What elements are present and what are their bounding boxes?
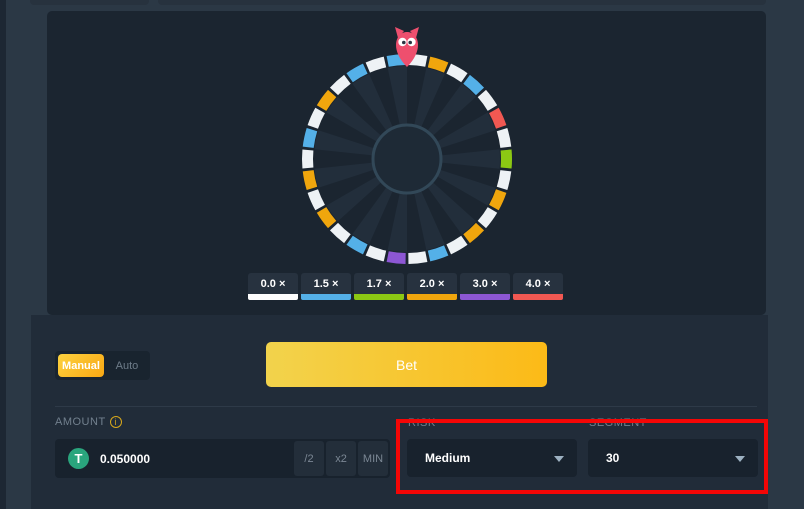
wheel-segment-blue-x1.5 [302, 127, 318, 148]
segment-value: 30 [606, 451, 620, 465]
wheel-segment-white-x0.0 [302, 149, 314, 169]
multiplier-button-1.7×: 1.7 × [354, 273, 404, 300]
amount-label-row: AMOUNT i [55, 416, 122, 428]
multiplier-label: 4.0 × [525, 277, 551, 290]
window-left-edge [0, 0, 6, 509]
multiplier-legend: 0.0 × 1.5 × 1.7 × 2.0 × 3.0 × 4.0 × [248, 273, 563, 300]
risk-select[interactable]: Medium [407, 439, 577, 477]
wheel-segment-white-x0.0 [329, 74, 351, 96]
multiplier-button-2.0×: 2.0 × [407, 273, 457, 300]
wheel-segment-white-x0.0 [496, 170, 512, 191]
bet-button[interactable]: Bet [266, 342, 547, 387]
multiplier-color-bar [248, 294, 298, 300]
wheel-segment-white-x0.0 [365, 56, 387, 73]
top-panel-edge-left [30, 0, 149, 5]
multiplier-color-bar [354, 294, 404, 300]
multiplier-button-1.5×: 1.5 × [301, 273, 351, 300]
info-icon[interactable]: i [109, 416, 122, 428]
multiplier-label: 3.0 × [472, 277, 498, 290]
wheel-segment-orange-x2.0 [489, 189, 507, 211]
wheel-segment-blue-x1.5 [463, 74, 485, 96]
wheel [302, 27, 512, 264]
amount-input[interactable]: T 0.050000 /2 x2 MIN [55, 439, 390, 478]
wheel-segment-purple-x3.0 [386, 251, 406, 264]
wheel-segment-orange-x2.0 [316, 89, 337, 111]
wheel-segment-white-x0.0 [446, 63, 468, 83]
controls-divider [55, 406, 757, 407]
bet-mode-toggle: Manual Auto [55, 351, 150, 380]
multiplier-label: 2.0 × [419, 277, 445, 290]
wheel-segment-orange-x2.0 [302, 170, 318, 191]
wheel-segment-blue-x1.5 [346, 63, 368, 83]
wheel-segment-blue-x1.5 [346, 235, 368, 255]
auto-tab[interactable]: Auto [115, 359, 139, 372]
multiplier-label: 1.5 × [313, 277, 339, 290]
amount-label: AMOUNT [55, 416, 106, 428]
multiplier-label: 1.7 × [366, 277, 392, 290]
wheel-segment-white-x0.0 [307, 107, 325, 129]
wheel-segment-white-x0.0 [408, 251, 428, 264]
wheel-hub [371, 123, 443, 195]
chevron-down-icon [735, 456, 745, 462]
segment-label: SEGMENT [589, 417, 647, 429]
segment-select[interactable]: 30 [588, 439, 758, 477]
half-amount-button[interactable]: /2 [294, 441, 324, 476]
wheel-segment-white-x0.0 [446, 235, 468, 255]
wheel-panel: 0.0 × 1.5 × 1.7 × 2.0 × 3.0 × 4.0 × [47, 11, 766, 315]
risk-label: RISK [408, 417, 436, 429]
multiplier-label: 0.0 × [260, 277, 286, 290]
chevron-down-icon [554, 456, 564, 462]
risk-value: Medium [425, 451, 471, 465]
min-amount-button[interactable]: MIN [358, 441, 388, 476]
wheel-segment-white-x0.0 [365, 245, 387, 262]
wheel-segment-orange-x2.0 [427, 56, 449, 73]
amount-value[interactable]: 0.050000 [100, 451, 151, 466]
manual-tab[interactable]: Manual [58, 354, 104, 377]
tether-coin-icon: T [68, 448, 89, 469]
multiplier-color-bar [301, 294, 351, 300]
multiplier-color-bar [460, 294, 510, 300]
multiplier-button-0.0×: 0.0 × [248, 273, 298, 300]
wheel-segment-blue-x1.5 [427, 245, 449, 262]
wheel-segment-white-x0.0 [496, 127, 512, 148]
wheel-segment-white-x0.0 [477, 207, 498, 229]
wheel-segment-orange-x2.0 [316, 207, 337, 229]
wheel-spoke [407, 149, 501, 169]
wheel-segment-green-x1.7 [500, 149, 512, 169]
multiplier-button-4.0×: 4.0 × [513, 273, 563, 300]
wheel-segment-orange-x2.0 [463, 222, 485, 244]
wheel-segment-white-x0.0 [307, 189, 325, 211]
double-amount-button[interactable]: x2 [326, 441, 356, 476]
multiplier-color-bar [513, 294, 563, 300]
wheel-segment-red-x4.0 [489, 107, 507, 129]
top-panel-edge-main [158, 0, 766, 5]
owl-pointer-icon [395, 27, 419, 67]
wheel-segment-white-x0.0 [329, 222, 351, 244]
multiplier-color-bar [407, 294, 457, 300]
multiplier-button-3.0×: 3.0 × [460, 273, 510, 300]
wheel-segment-white-x0.0 [477, 89, 498, 111]
